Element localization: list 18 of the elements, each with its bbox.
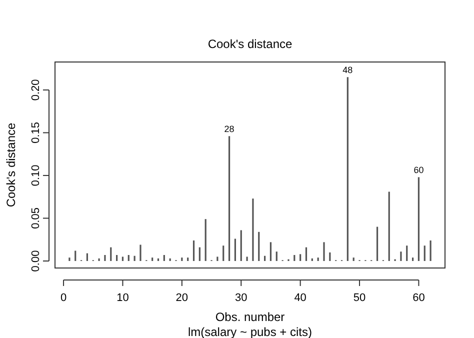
x-tick-label: 20 (176, 292, 188, 304)
annotation: 60 (414, 165, 424, 176)
x-tick-label: 10 (116, 292, 129, 304)
annotation: 28 (224, 124, 234, 134)
y-tick-label: 0.20 (30, 79, 42, 101)
x-axis-title: Obs. number (215, 310, 285, 324)
y-tick-label: 0.15 (30, 122, 42, 144)
y-tick-label: 0.00 (30, 250, 42, 272)
y-tick-label: 0.05 (30, 208, 42, 229)
annotation: 48 (342, 65, 353, 76)
y-axis-title: Cook's distance (4, 122, 18, 208)
x-tick-label: 0 (60, 292, 67, 304)
x-tick-label: 50 (353, 292, 366, 304)
y-tick-label: 0.10 (30, 164, 42, 186)
x-tick-label: 60 (412, 292, 425, 304)
x-tick-label: 40 (294, 292, 306, 304)
chart-title: Cook's distance (208, 37, 292, 51)
x-tick-label: 30 (234, 292, 248, 304)
